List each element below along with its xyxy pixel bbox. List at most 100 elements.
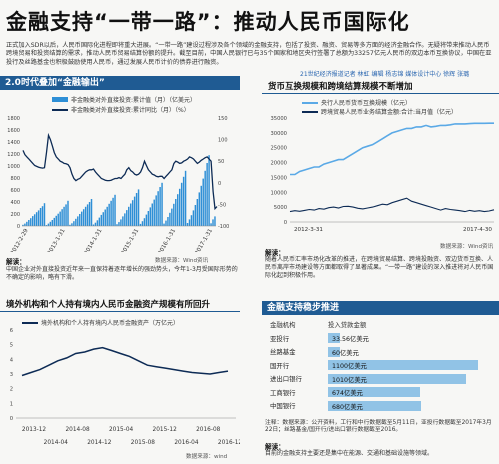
assets-x-tick: 2013-12 bbox=[22, 427, 47, 433]
odi-bar bbox=[167, 217, 169, 226]
assets-y-tick: 4 bbox=[10, 357, 14, 363]
finance-note: 注释：数据来源：公开资料，工行和中行数据截至5月11日，亚投行数据截至2017年… bbox=[265, 420, 495, 435]
assets-y-tick: 1 bbox=[10, 401, 13, 407]
finance-header-row: 金融机构 投入贷款金额 bbox=[262, 318, 488, 332]
odi-bar bbox=[208, 155, 210, 226]
finance-row-amount: 680亿美元 bbox=[332, 403, 363, 411]
finance-row-bar-track: 33.56亿美元 bbox=[328, 333, 478, 344]
odi-bar bbox=[73, 221, 75, 226]
intro-paragraph: 正式加入SDR以后，人民币国际化进程即将重大进展。“一带一路”建设过程涉及各个领… bbox=[6, 42, 492, 66]
odi-bar bbox=[177, 194, 179, 226]
odi-bar bbox=[175, 199, 177, 226]
odi-bar bbox=[98, 217, 101, 226]
finance-row-amount-cell: 60亿美元 bbox=[328, 345, 488, 359]
odi-legend-line-swatch bbox=[52, 108, 68, 111]
odi-bar bbox=[194, 205, 197, 226]
odi-note: 中国企业对外直接投资近年来一直保持着逐年增长的强劲势头，今年1-3月受国际形势的… bbox=[6, 266, 238, 281]
odi-banner: 2.0时代叠加“金融输出” bbox=[0, 76, 240, 90]
assets-title: 境外机构和个人持有境内人民币金融资产规模有所回升 bbox=[6, 300, 211, 310]
odi-bar bbox=[94, 222, 97, 226]
swap-title: 货币互换规模和跨境结算规模不断增加 bbox=[268, 82, 413, 92]
odi-right-tick: -100 bbox=[218, 224, 229, 230]
finance-table: 金融机构 投入贷款金额 亚投行 33.56亿美元 丝路基金 60亿美元 国开行 1100亿… bbox=[262, 318, 488, 413]
odi-bar bbox=[169, 212, 171, 226]
finance-row-amount-cell: 1010亿美元 bbox=[328, 372, 488, 386]
odi-x-tick: 2013-1-31 bbox=[47, 228, 67, 252]
swap-x-tick: 2012-3-31 bbox=[294, 227, 323, 233]
finance-table-wrap: 金融机构 投入贷款金额 亚投行 33.56亿美元 丝路基金 60亿美元 国开行 1100亿… bbox=[262, 318, 499, 413]
odi-left-tick: 200 bbox=[10, 212, 20, 218]
odi-bar bbox=[35, 212, 38, 226]
odi-bar bbox=[82, 209, 85, 226]
odi-bar bbox=[212, 219, 214, 226]
odi-bar bbox=[53, 217, 56, 226]
odi-bar bbox=[171, 208, 173, 226]
odi-bar bbox=[137, 189, 140, 226]
assets-x-tick: 2015-08 bbox=[131, 440, 156, 446]
odi-bar bbox=[69, 224, 71, 226]
finance-col-org: 金融机构 bbox=[270, 321, 296, 330]
assets-chart: 0 1 2 3 4 5 6 2013-12 2014-04 2014-08 2014-12 2015-… bbox=[10, 328, 240, 446]
odi-left-tick: 1800 bbox=[7, 116, 20, 122]
odi-bar bbox=[182, 176, 185, 226]
odi-bar bbox=[43, 203, 46, 226]
odi-source: 数据来源：Wind资讯 bbox=[155, 258, 209, 264]
finance-row-amount: 674亿美元 bbox=[332, 390, 363, 398]
odi-left-tick: 600 bbox=[10, 188, 20, 194]
odi-bar bbox=[173, 203, 175, 226]
odi-bar bbox=[90, 199, 93, 226]
odi-bar bbox=[124, 213, 126, 226]
assets-line bbox=[21, 346, 229, 377]
odi-right-tick: 50 bbox=[218, 159, 224, 165]
finance-row-org: 工商银行 bbox=[270, 388, 296, 397]
finance-row-bar bbox=[328, 333, 340, 344]
odi-right-tick: 150 bbox=[218, 116, 228, 122]
odi-bar bbox=[41, 206, 44, 226]
finance-row-amount-cell: 680亿美元 bbox=[328, 399, 488, 413]
assets-x-tick: 2014-12 bbox=[87, 440, 112, 446]
finance-table-body: 亚投行 33.56亿美元 丝路基金 60亿美元 国开行 1100亿美元 进出口银行 1010亿… bbox=[262, 332, 488, 413]
odi-bar bbox=[26, 221, 28, 226]
odi-bar bbox=[37, 210, 40, 226]
finance-row: 进出口银行 1010亿美元 bbox=[262, 372, 488, 386]
odi-bar bbox=[63, 206, 65, 226]
odi-bar bbox=[86, 204, 89, 226]
odi-bar bbox=[192, 210, 195, 226]
finance-row-bar-track: 680亿美元 bbox=[328, 400, 478, 411]
odi-bar bbox=[143, 218, 146, 226]
finance-row: 中国银行 680亿美元 bbox=[262, 399, 488, 413]
odi-right-tick: 100 bbox=[218, 138, 228, 144]
swap-legend-2-swatch bbox=[302, 110, 318, 113]
finance-row-org: 进出口银行 bbox=[270, 375, 302, 384]
odi-bar bbox=[129, 203, 132, 226]
finance-row-bar-track: 1010亿美元 bbox=[328, 373, 478, 384]
odi-bar bbox=[67, 200, 69, 226]
odi-bar bbox=[100, 214, 103, 226]
odi-growth-line bbox=[22, 132, 218, 211]
odi-x-tick: 2012-2-29 bbox=[10, 228, 30, 252]
finance-row: 丝路基金 60亿美元 bbox=[262, 345, 488, 359]
swap-legend-1-label: 央行人民币货币互换规模（亿元） bbox=[321, 100, 412, 107]
odi-bar bbox=[22, 224, 24, 226]
odi-bar bbox=[133, 196, 136, 226]
odi-bar bbox=[163, 223, 165, 226]
odi-bar bbox=[59, 211, 61, 226]
odi-left-tick: 400 bbox=[10, 200, 20, 206]
odi-bar bbox=[145, 214, 148, 226]
odi-bar bbox=[84, 206, 87, 226]
odi-bar bbox=[79, 214, 81, 226]
odi-bar bbox=[141, 221, 144, 226]
odi-bar bbox=[55, 215, 57, 226]
page-title: 金融支持“一带一路”：推动人民币国际化 bbox=[6, 10, 410, 34]
odi-x-tick: 2016-1-31 bbox=[157, 228, 177, 252]
odi-bar bbox=[112, 197, 114, 226]
swap-y-tick: 25000 bbox=[270, 146, 287, 152]
odi-bar bbox=[161, 182, 163, 226]
odi-bar bbox=[104, 209, 106, 226]
odi-bar bbox=[61, 209, 63, 226]
odi-bar bbox=[110, 200, 112, 226]
odi-bar bbox=[77, 216, 79, 226]
finance-row: 工商银行 674亿美元 bbox=[262, 386, 488, 400]
odi-bar bbox=[165, 220, 167, 226]
odi-bar bbox=[135, 193, 138, 226]
